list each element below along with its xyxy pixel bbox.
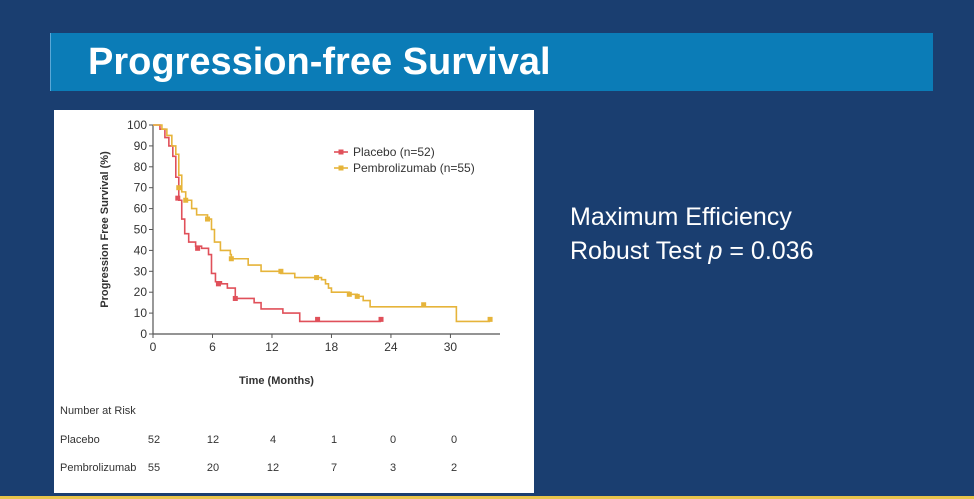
y-tick-label: 20: [134, 285, 148, 299]
censor-mark: [228, 256, 234, 262]
x-tick-label: 0: [150, 340, 157, 354]
risk-value: 0: [450, 434, 458, 446]
censor-mark: [215, 281, 221, 287]
bottom-accent-line: [0, 496, 974, 499]
risk-row-label-placebo: Placebo: [60, 434, 100, 446]
risk-value: 2: [450, 462, 458, 474]
y-tick-label: 10: [134, 306, 148, 320]
censor-mark: [314, 275, 320, 281]
risk-value: 7: [330, 462, 338, 474]
stats-prefix: Robust Test: [570, 237, 709, 265]
censor-mark: [346, 291, 352, 297]
legend-swatch-mark: [338, 149, 344, 155]
censor-mark: [232, 295, 238, 301]
x-tick-label: 30: [444, 340, 458, 354]
km-chart-panel: 0 10 20 30 40 50 60 70 80 90 100 0 6 12 18 24 30 Time (Mo…: [54, 110, 534, 393]
censor-mark: [175, 195, 181, 201]
p-value-symbol: p: [708, 237, 723, 265]
y-tick-label: 40: [134, 243, 148, 257]
y-tick-label: 0: [140, 327, 147, 341]
risk-value: 12: [266, 462, 280, 474]
risk-value: 12: [206, 434, 220, 446]
risk-value: 55: [147, 462, 161, 474]
y-tick-label: 60: [134, 202, 148, 216]
censor-mark: [378, 316, 384, 322]
title-bar: Progression-free Survival: [50, 33, 933, 91]
censor-mark: [354, 293, 360, 299]
risk-row-label-pembrolizumab: Pembrolizumab: [60, 462, 137, 474]
legend-label: Placebo (n=52): [353, 145, 435, 159]
risk-value: 1: [330, 434, 338, 446]
y-tick-label: 80: [134, 160, 148, 174]
censor-mark: [315, 316, 321, 322]
y-tick-label: 70: [134, 181, 148, 195]
censor-mark: [195, 245, 201, 251]
p-value: = 0.036: [722, 237, 814, 265]
km-chart: 0 10 20 30 40 50 60 70 80 90 100 0 6 12 18 24 30 Time (Mo…: [99, 118, 500, 387]
risk-value: 20: [206, 462, 220, 474]
y-tick-label: 100: [127, 118, 147, 132]
number-at-risk-header: Number at Risk: [60, 405, 136, 417]
risk-value: 52: [147, 434, 161, 446]
censor-mark: [205, 216, 211, 222]
legend-label: Pembrolizumab (n=55): [353, 161, 475, 175]
slide-title: Progression-free Survival: [88, 41, 551, 83]
risk-value: 0: [389, 434, 397, 446]
x-tick-label: 12: [265, 340, 279, 354]
number-at-risk-panel: Number at Risk Placebo 52 12 4 1 0 0 Pem…: [54, 393, 534, 493]
y-tick-label: 50: [134, 223, 148, 237]
censor-mark: [421, 302, 427, 308]
x-tick-label: 6: [209, 340, 216, 354]
censor-mark: [278, 268, 284, 274]
km-curve-placebo: [153, 124, 382, 323]
stats-box: Maximum Efficiency Robust Test p = 0.036: [570, 200, 813, 268]
censor-mark: [176, 185, 182, 191]
km-curve-pembrolizumab: [153, 124, 491, 323]
stats-line-robust-test: Robust Test p = 0.036: [570, 234, 813, 268]
censor-mark: [183, 197, 189, 203]
x-axis-label: Time (Months): [239, 375, 314, 387]
y-axis-label: Progression Free Survival (%): [99, 151, 111, 308]
risk-value: 3: [389, 462, 397, 474]
legend-swatch-mark: [338, 165, 344, 171]
censor-mark: [487, 316, 493, 322]
x-tick-label: 24: [384, 340, 398, 354]
y-tick-label: 90: [134, 139, 148, 153]
risk-value: 4: [269, 434, 277, 446]
stats-line-efficiency: Maximum Efficiency: [570, 203, 792, 231]
x-tick-label: 18: [325, 340, 339, 354]
y-tick-label: 30: [134, 264, 148, 278]
